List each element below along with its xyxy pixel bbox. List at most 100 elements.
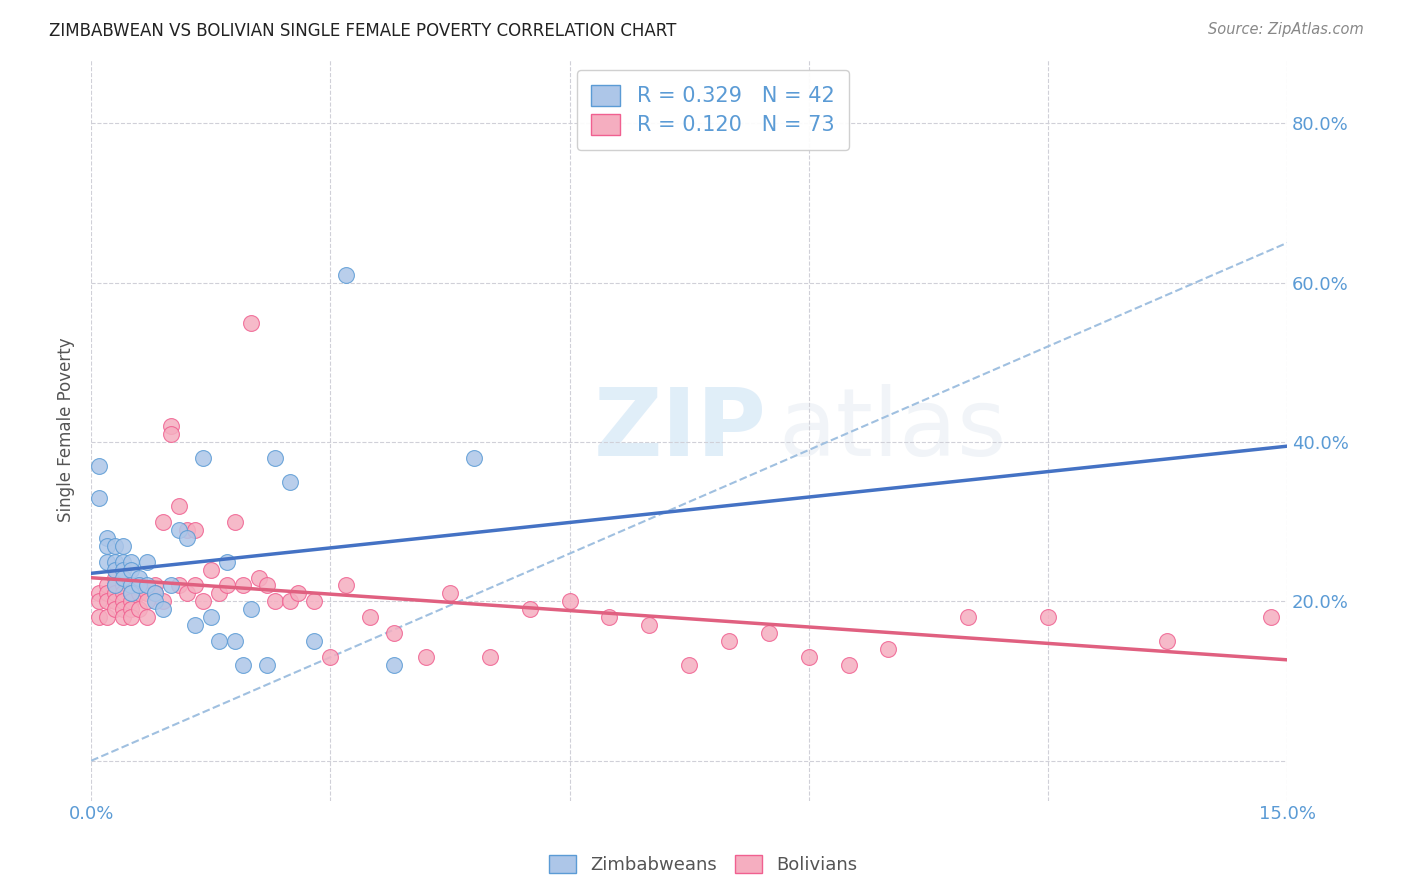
Point [104, 602, 127, 616]
Point [224, 515, 246, 529]
Point [239, 316, 262, 330]
Point [247, 570, 270, 584]
Point [96, 594, 118, 608]
Point [877, 642, 900, 657]
Point [104, 555, 127, 569]
Point [104, 578, 127, 592]
Point [136, 555, 159, 569]
Point [519, 602, 541, 616]
Point [96, 531, 118, 545]
Point [112, 570, 135, 584]
Point [160, 578, 183, 592]
Point [598, 610, 620, 624]
Point [224, 634, 246, 648]
Point [1156, 634, 1178, 648]
Point [184, 523, 207, 537]
Point [128, 570, 150, 584]
Point [104, 570, 127, 584]
Point [335, 268, 357, 282]
Point [143, 578, 166, 592]
Point [112, 563, 135, 577]
Point [128, 578, 150, 592]
Legend: Zimbabweans, Bolivians: Zimbabweans, Bolivians [541, 847, 865, 881]
Point [128, 578, 150, 592]
Point [280, 475, 302, 489]
Point [256, 578, 278, 592]
Point [176, 531, 198, 545]
Point [136, 586, 159, 600]
Point [89, 458, 111, 473]
Point [112, 578, 135, 592]
Point [382, 626, 405, 640]
Point [136, 610, 159, 624]
Point [215, 578, 238, 592]
Point [678, 658, 700, 673]
Point [89, 491, 111, 505]
Point [96, 578, 118, 592]
Point [112, 602, 135, 616]
Point [263, 594, 285, 608]
Point [112, 555, 135, 569]
Point [96, 555, 118, 569]
Point [184, 578, 207, 592]
Point [463, 450, 485, 465]
Point [176, 523, 198, 537]
Point [758, 626, 780, 640]
Point [208, 586, 231, 600]
Point [96, 610, 118, 624]
Point [104, 539, 127, 553]
Point [120, 578, 142, 592]
Point [152, 602, 174, 616]
Text: ZIP: ZIP [593, 384, 766, 476]
Point [232, 658, 254, 673]
Y-axis label: Single Female Poverty: Single Female Poverty [58, 338, 75, 523]
Point [120, 610, 142, 624]
Point [104, 563, 127, 577]
Point [112, 586, 135, 600]
Point [120, 586, 142, 600]
Point [280, 594, 302, 608]
Point [89, 610, 111, 624]
Point [200, 563, 222, 577]
Point [136, 578, 159, 592]
Point [439, 586, 461, 600]
Point [136, 594, 159, 608]
Point [304, 594, 326, 608]
Point [120, 602, 142, 616]
Point [797, 650, 820, 665]
Point [104, 586, 127, 600]
Point [359, 610, 381, 624]
Point [232, 578, 254, 592]
Point [120, 563, 142, 577]
Point [112, 539, 135, 553]
Point [112, 610, 135, 624]
Point [239, 602, 262, 616]
Point [96, 586, 118, 600]
Point [215, 555, 238, 569]
Point [382, 658, 405, 673]
Point [89, 594, 111, 608]
Point [478, 650, 501, 665]
Point [120, 594, 142, 608]
Point [184, 618, 207, 632]
Point [957, 610, 980, 624]
Point [558, 594, 581, 608]
Point [160, 419, 183, 434]
Point [287, 586, 309, 600]
Point [152, 515, 174, 529]
Text: ZIMBABWEAN VS BOLIVIAN SINGLE FEMALE POVERTY CORRELATION CHART: ZIMBABWEAN VS BOLIVIAN SINGLE FEMALE POV… [49, 22, 676, 40]
Point [256, 658, 278, 673]
Point [89, 586, 111, 600]
Text: Source: ZipAtlas.com: Source: ZipAtlas.com [1208, 22, 1364, 37]
Point [152, 594, 174, 608]
Text: atlas: atlas [779, 384, 1007, 476]
Point [838, 658, 860, 673]
Point [160, 427, 183, 442]
Point [415, 650, 437, 665]
Point [167, 523, 190, 537]
Point [200, 610, 222, 624]
Point [263, 450, 285, 465]
Point [208, 634, 231, 648]
Point [104, 594, 127, 608]
Point [191, 450, 214, 465]
